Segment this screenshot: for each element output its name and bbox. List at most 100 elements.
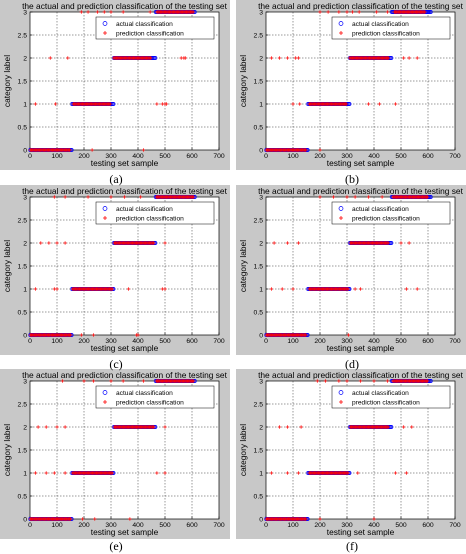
panel-caption: (c) [109,357,123,371]
chart-panel-c: the actual and prediction classification… [0,185,230,355]
prediction-point [109,195,113,199]
prediction-point [44,471,48,475]
legend-prediction-marker [103,216,107,220]
legend-actual-label: actual classification [116,21,173,28]
prediction-point [82,379,86,383]
prediction-point [296,241,301,245]
x-tick-label: 400 [132,338,144,345]
prediction-point [415,56,419,60]
prediction-point [375,10,379,14]
legend-prediction-marker [103,400,107,404]
y-tick-label: 0.5 [18,309,28,316]
prediction-point [155,102,159,106]
x-tick-label: 500 [395,338,407,345]
prediction-point [386,56,391,60]
x-tick-label: 300 [105,522,117,529]
x-tick-label: 0 [28,153,32,160]
prediction-point [386,425,391,429]
prediction-point [358,379,363,383]
y-tick-label: 2.5 [254,32,264,39]
legend-prediction-marker [339,31,343,35]
prediction-point [285,471,290,475]
chart-title: the actual and prediction classification… [258,370,464,380]
legend-prediction-label: prediction classification [116,30,184,37]
x-tick-label: 200 [314,522,326,529]
data-layer [264,10,433,152]
prediction-point [108,102,113,106]
prediction-point [358,287,363,291]
x-tick-label: 700 [213,522,225,529]
prediction-point [63,471,67,475]
prediction-point [86,10,90,14]
legend-prediction-label: prediction classification [352,399,420,406]
y-tick-label: 3 [259,194,263,201]
chart-svg: the actual and prediction classification… [2,186,228,353]
y-tick-label: 1 [259,470,263,477]
y-tick-label: 0.5 [18,124,28,131]
prediction-point [346,287,350,291]
legend-actual-marker [338,206,344,211]
prediction-point [285,56,290,60]
x-axis-label: testing set sample [91,343,159,353]
prediction-point [385,10,390,14]
x-tick-label: 0 [264,338,268,345]
prediction-point [326,10,330,14]
x-tick-label: 500 [159,522,171,529]
y-tick-label: 0 [259,332,263,339]
chart-svg: the actual and prediction classification… [238,1,464,168]
legend-prediction-marker [339,216,343,220]
prediction-point [331,195,336,199]
chart-svg: the actual and prediction classification… [2,370,228,537]
prediction-point [407,241,411,245]
x-tick-label: 100 [51,338,63,345]
prediction-point [426,379,430,383]
x-tick-label: 600 [422,338,434,345]
legend-box [95,16,215,40]
data-layer [264,195,433,337]
legend-prediction-label: prediction classification [352,30,420,37]
prediction-point [285,425,290,429]
data-layer [28,10,197,152]
prediction-point [55,425,59,429]
prediction-point [55,287,59,291]
y-tick-label: 1.5 [254,447,264,454]
prediction-point [299,425,303,429]
x-tick-label: 0 [264,153,268,160]
prediction-point [366,102,371,106]
legend-box [95,385,215,409]
x-tick-label: 300 [105,153,117,160]
actual-point [153,56,158,60]
x-tick-label: 400 [132,522,144,529]
legend-box [331,385,451,409]
y-axis-label: category label [2,240,12,292]
prediction-point [139,195,143,199]
prediction-point [318,10,322,14]
prediction-point [60,379,65,383]
x-tick-label: 200 [78,153,90,160]
panel-caption: (e) [109,539,123,553]
prediction-point [353,287,357,291]
x-tick-label: 300 [341,153,353,160]
y-tick-label: 0.5 [254,309,264,316]
prediction-point [404,471,409,475]
y-tick-label: 0.5 [18,493,28,500]
prediction-point [152,241,156,245]
prediction-point [277,56,282,60]
prediction-point [36,425,40,429]
prediction-point [141,148,146,152]
y-tick-label: 2 [23,55,27,62]
chart-title: the actual and prediction classification… [22,186,228,196]
x-tick-label: 100 [287,522,299,529]
y-tick-label: 2 [23,240,27,247]
y-tick-label: 2 [23,424,27,431]
data-layer [264,379,433,521]
y-tick-label: 1.5 [18,447,28,454]
prediction-point [304,333,308,337]
legend-actual-label: actual classification [352,206,409,213]
prediction-point [350,10,355,14]
prediction-point [48,56,52,60]
x-tick-label: 500 [395,522,407,529]
prediction-point [346,471,350,475]
prediction-point [93,517,97,521]
prediction-point [298,102,302,106]
